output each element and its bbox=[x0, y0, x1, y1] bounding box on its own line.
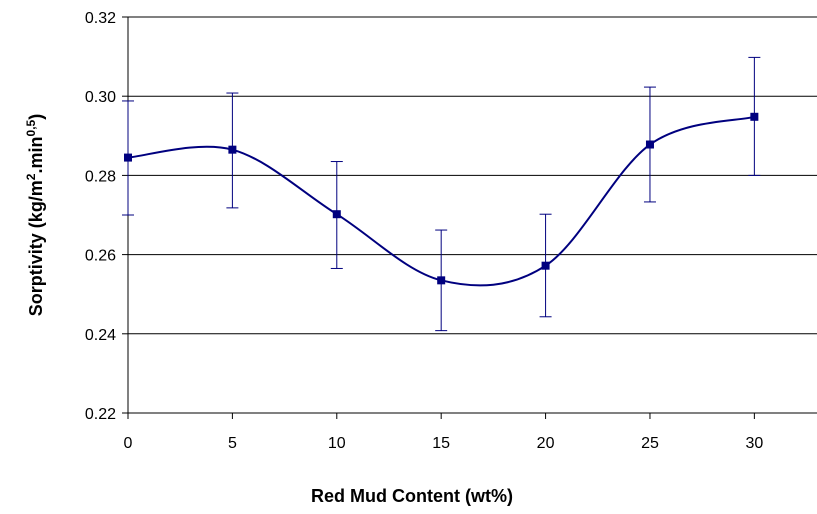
y-tick-label: 0.30 bbox=[85, 89, 116, 106]
data-point bbox=[541, 261, 550, 270]
data-point bbox=[332, 210, 341, 219]
grid-lines bbox=[128, 16, 817, 335]
x-axis-title: Red Mud Content (wt%) bbox=[311, 486, 513, 506]
x-tick-label: 30 bbox=[745, 435, 763, 452]
y-tick-label: 0.32 bbox=[85, 10, 116, 27]
x-tick-label: 10 bbox=[328, 435, 346, 452]
data-point bbox=[124, 153, 132, 162]
x-ticks: 0 5 10 15 20 25 30 bbox=[124, 413, 763, 452]
x-tick-label: 15 bbox=[432, 435, 450, 452]
y-tick-label: 0.24 bbox=[85, 327, 116, 344]
axes bbox=[127, 17, 817, 414]
y-tick-label: 0.22 bbox=[85, 406, 116, 423]
x-tick-label: 0 bbox=[124, 435, 133, 452]
y-tick-label: 0.28 bbox=[85, 168, 116, 185]
x-tick-label: 25 bbox=[641, 435, 659, 452]
data-point bbox=[228, 145, 237, 154]
y-ticks: 0.22 0.24 0.26 0.28 0.30 0.32 bbox=[85, 10, 128, 423]
data-point bbox=[750, 112, 759, 121]
y-tick-label: 0.26 bbox=[85, 248, 116, 265]
y-axis-title: Sorptivity (kg/m2.min0,5) bbox=[24, 114, 46, 316]
x-tick-label: 20 bbox=[537, 435, 555, 452]
x-tick-label: 5 bbox=[228, 435, 237, 452]
error-bars bbox=[122, 56, 761, 332]
data-markers bbox=[124, 112, 759, 285]
data-point bbox=[437, 276, 446, 285]
data-point bbox=[645, 140, 654, 149]
